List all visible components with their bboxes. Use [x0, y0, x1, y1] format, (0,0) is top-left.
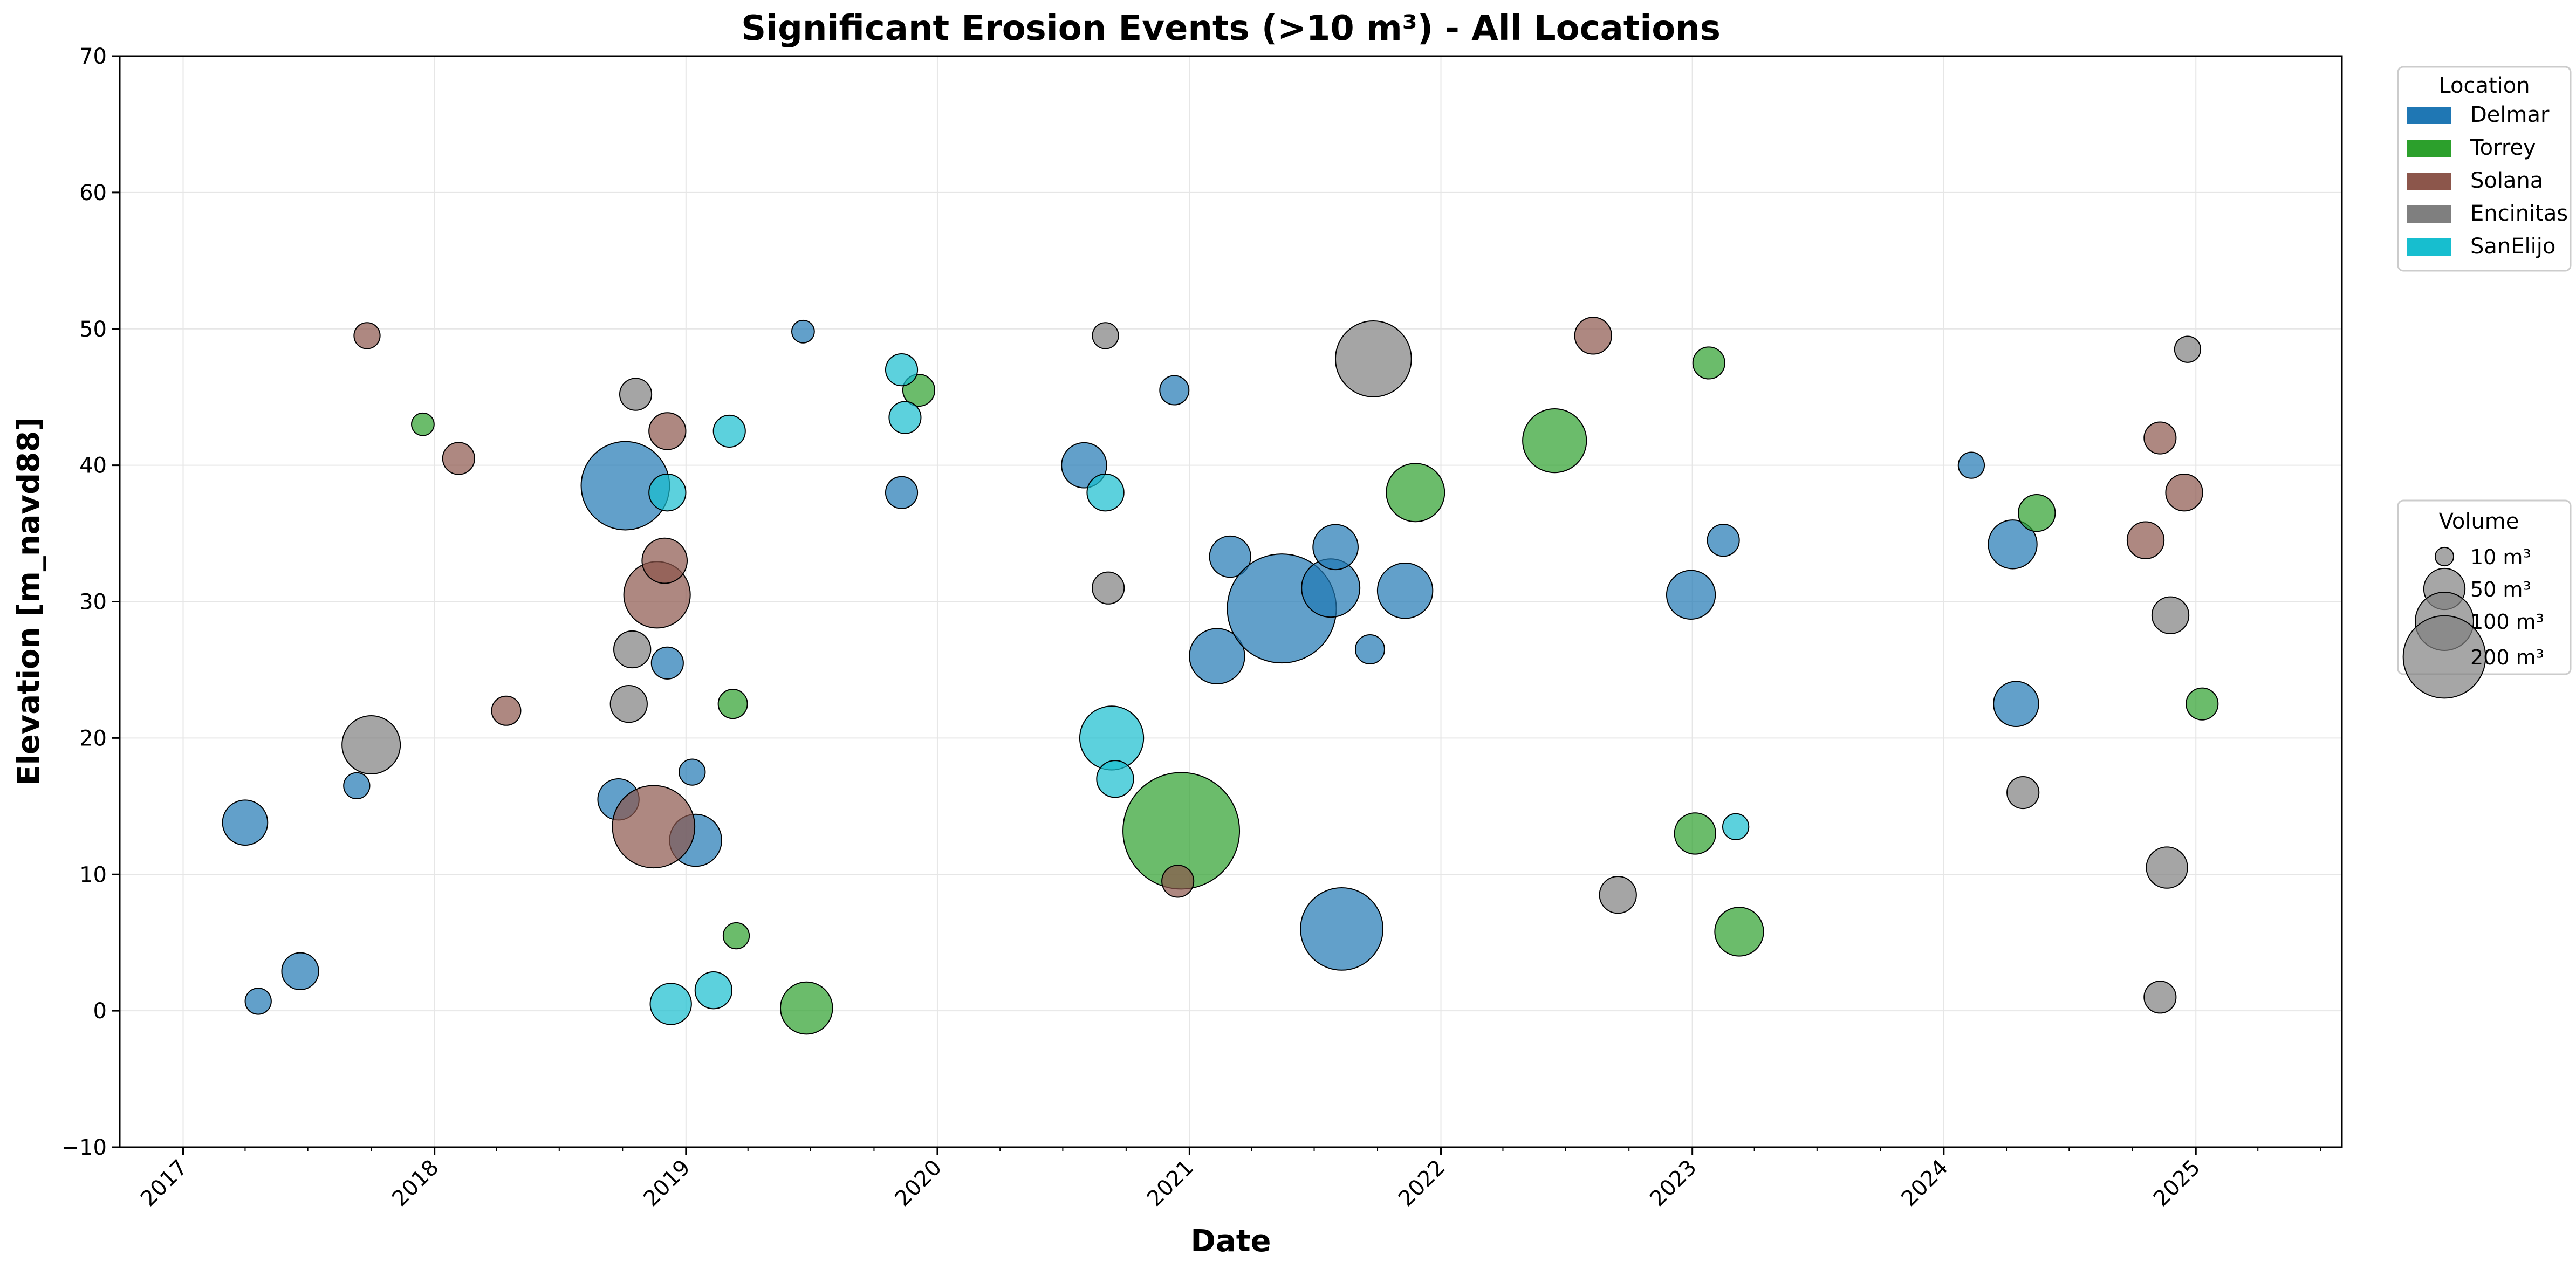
data-point-sanelijo [694, 971, 733, 1010]
data-point-encinitas [2174, 335, 2202, 363]
data-point-delmar [650, 646, 684, 680]
y-tick-label: 0 [93, 999, 107, 1024]
data-point-torrey [779, 981, 833, 1035]
data-point-delmar [1312, 524, 1359, 571]
data-point-encinitas [2006, 776, 2040, 810]
legend-volume-label: 100 m³ [2470, 610, 2544, 634]
data-point-encinitas [2146, 846, 2188, 889]
data-point-sanelijo [885, 353, 919, 387]
data-point-encinitas [2151, 596, 2190, 634]
data-point-solana [442, 442, 475, 475]
data-point-torrey [2018, 493, 2056, 532]
data-point-encinitas [609, 685, 648, 723]
data-point-torrey [411, 412, 435, 436]
legend-volume-label: 50 m³ [2470, 578, 2531, 601]
legend-volume-label: 10 m³ [2470, 545, 2531, 569]
legend-swatch-sanelijo [2407, 238, 2451, 256]
data-point-solana [641, 537, 688, 584]
data-point-encinitas [613, 630, 652, 669]
legend-swatch-torrey [2407, 140, 2451, 157]
legend-swatch-solana [2407, 173, 2451, 190]
data-point-delmar [679, 758, 706, 786]
data-point-solana [648, 412, 687, 450]
data-point-encinitas [1092, 571, 1125, 605]
data-point-encinitas [1092, 322, 1119, 349]
legend-label-sanelijo: SanElijo [2470, 234, 2556, 259]
y-tick-label: 70 [79, 44, 107, 69]
data-point-torrey [1714, 907, 1764, 957]
data-point-delmar [1988, 519, 2038, 570]
data-point-solana [353, 322, 381, 349]
data-point-sanelijo [649, 983, 692, 1025]
data-point-torrey [1522, 408, 1587, 474]
data-point-solana [612, 785, 696, 869]
data-point-delmar [1707, 524, 1740, 557]
data-point-torrey [717, 689, 748, 719]
y-axis-label: Elevation [m_navd88] [11, 417, 46, 785]
legend-swatch-delmar [2407, 107, 2451, 124]
data-point-delmar [281, 952, 319, 990]
data-point-encinitas [2143, 981, 2177, 1014]
data-point-torrey [722, 922, 750, 950]
legend-label-solana: Solana [2470, 168, 2543, 193]
data-point-delmar [244, 988, 272, 1015]
data-point-delmar [1189, 628, 1245, 684]
data-point-torrey [1674, 812, 1716, 855]
y-tick-label: 10 [79, 862, 107, 887]
legend-volume-marker [2402, 615, 2486, 699]
data-point-delmar [1957, 451, 1985, 479]
data-point-delmar [791, 319, 815, 344]
data-point-delmar [343, 772, 371, 800]
y-tick-label: 60 [79, 181, 107, 205]
legend-volume-marker [2434, 546, 2455, 567]
data-point-encinitas [341, 715, 401, 775]
data-point-torrey [1386, 463, 1445, 523]
legend-swatch-encinitas [2407, 205, 2451, 223]
legend-volume-label: 200 m³ [2470, 646, 2544, 669]
data-point-sanelijo [888, 401, 922, 434]
data-point-delmar [885, 476, 919, 509]
location-legend-title: Location [2438, 73, 2530, 98]
volume-legend: Volume 10 m³ 50 m³ 100 m³ 200 m³ [2397, 499, 2572, 699]
data-point-torrey [1692, 346, 1725, 380]
data-point-delmar [222, 799, 269, 846]
data-point-solana [2126, 521, 2165, 559]
data-point-delmar [1159, 375, 1190, 406]
data-point-delmar [1209, 535, 1251, 578]
data-point-solana [2165, 474, 2203, 512]
y-tick-label: 30 [79, 590, 107, 615]
y-tick-label: −10 [61, 1135, 107, 1160]
volume-legend-title: Volume [2439, 509, 2519, 534]
data-point-solana [1574, 317, 1612, 355]
data-point-delmar [1354, 634, 1385, 665]
data-point-solana [1161, 865, 1195, 898]
data-point-delmar [1993, 681, 2039, 727]
data-point-delmar [1376, 563, 1434, 619]
scatter-points [222, 317, 2219, 1035]
data-point-delmar [1666, 570, 1716, 620]
y-tick-label: 40 [79, 454, 107, 478]
data-point-solana [2143, 421, 2177, 455]
x-axis-label: Date [1190, 1224, 1271, 1259]
y-tick-label: 20 [79, 726, 107, 751]
data-point-sanelijo [648, 474, 687, 512]
data-point-delmar [1300, 887, 1383, 971]
data-point-torrey [2186, 687, 2219, 721]
y-tick-label: 50 [79, 317, 107, 342]
legend-label-encinitas: Encinitas [2470, 201, 2568, 226]
data-point-solana [491, 695, 522, 726]
data-point-sanelijo [1086, 474, 1125, 512]
legend-label-delmar: Delmar [2470, 102, 2550, 127]
data-point-sanelijo [1722, 813, 1750, 840]
data-point-encinitas [1334, 320, 1412, 397]
data-point-sanelijo [1096, 760, 1134, 798]
data-point-encinitas [1599, 876, 1637, 914]
location-legend: Location Delmar Torrey Solana Encinitas SanE… [2397, 66, 2572, 272]
data-point-sanelijo [712, 414, 746, 448]
legend-label-torrey: Torrey [2470, 135, 2536, 160]
data-point-encinitas [619, 378, 653, 411]
chart-title: Significant Erosion Events (>10 m³) - Al… [741, 9, 1721, 49]
